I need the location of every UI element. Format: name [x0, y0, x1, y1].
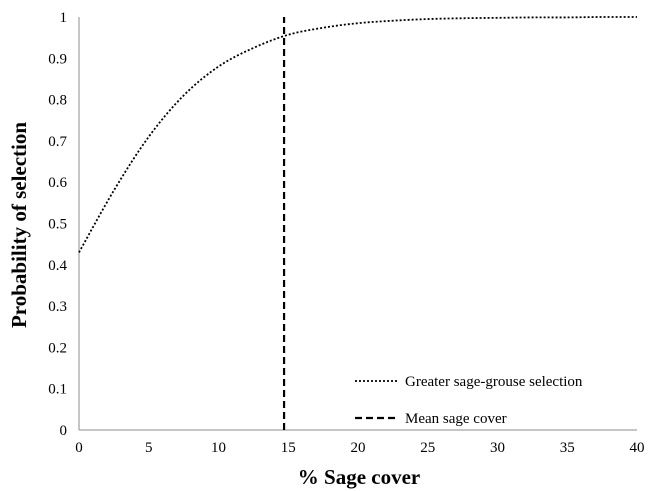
y-tick-label: 0.9	[48, 51, 67, 67]
y-tick-label: 0.5	[48, 217, 67, 233]
selection-curve	[78, 16, 638, 253]
y-axis-title: Probability of selection	[7, 122, 31, 328]
x-axis-title: % Sage cover	[298, 465, 420, 489]
x-tick-label: 40	[630, 440, 645, 456]
y-tick-label: 0.8	[48, 93, 67, 109]
legend-label: Greater sage-grouse selection	[405, 374, 583, 390]
y-tick-label: 0.2	[48, 340, 67, 356]
y-tick-label: 0.6	[48, 175, 67, 191]
y-tick-label: 0.7	[48, 134, 67, 150]
x-tick-label: 30	[490, 440, 505, 456]
x-tick-label: 0	[75, 440, 83, 456]
y-tick-labels: 0 0.1 0.2 0.3 0.4 0.5 0.6 0.7 0.8 0.9 1	[48, 10, 67, 439]
x-tick-label: 25	[420, 440, 435, 456]
axes	[78, 17, 637, 431]
x-tick-label: 10	[211, 440, 226, 456]
y-tick-label: 0.1	[48, 382, 67, 398]
x-tick-labels: 0 5 10 15 20 25 30 35 40	[75, 440, 644, 456]
legend-label: Mean sage cover	[405, 411, 507, 427]
x-tick-label: 5	[145, 440, 153, 456]
y-tick-label: 1	[60, 10, 68, 26]
x-tick-label: 15	[281, 440, 296, 456]
y-tick-label: 0	[60, 423, 68, 439]
y-tick-label: 0.3	[48, 299, 67, 315]
x-tick-label: 20	[351, 440, 366, 456]
legend: Greater sage-grouse selection Mean sage c…	[355, 374, 583, 427]
series-layer	[78, 16, 638, 430]
x-tick-label: 35	[560, 440, 575, 456]
y-tick-label: 0.4	[48, 258, 67, 274]
